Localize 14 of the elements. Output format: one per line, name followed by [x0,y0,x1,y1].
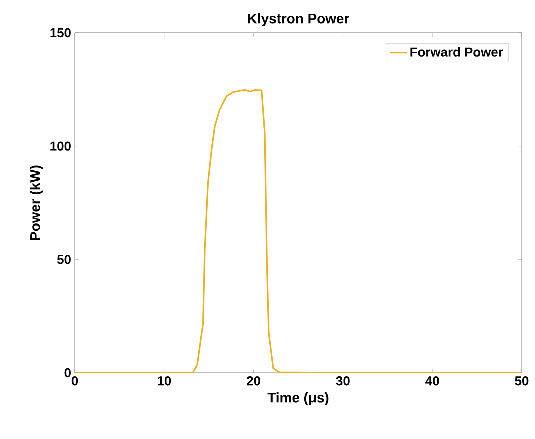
legend-label: Forward Power [410,47,504,57]
y-tick-label: 100 [50,142,71,151]
x-tick-label: 30 [336,376,350,386]
x-tick-label: 0 [72,376,78,386]
x-tick-label: 10 [158,376,172,386]
y-tick-label: 50 [57,255,71,264]
x-tick-label: 20 [247,376,260,386]
x-tick-label: 50 [515,376,529,386]
x-tick-label: 40 [426,376,440,386]
x-axis-title: Time (μs) [268,392,329,406]
y-tick-label: 0 [64,368,71,378]
chart-title: Klystron Power [248,13,350,26]
y-axis-title: Power (kW) [30,166,44,240]
y-tick-label: 150 [50,28,71,38]
